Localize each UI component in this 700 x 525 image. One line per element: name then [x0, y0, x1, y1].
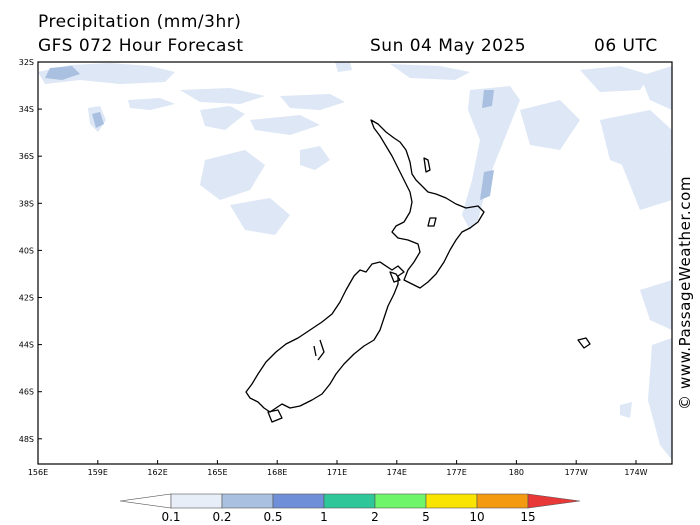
- lon-label: 174E: [387, 468, 407, 477]
- lon-label: 156E: [28, 468, 48, 477]
- lon-label: 168E: [267, 468, 287, 477]
- legend-label: 15: [520, 510, 536, 524]
- legend-label: 0.2: [212, 510, 232, 524]
- forecast-time: 06 UTC: [594, 36, 658, 56]
- map-title: Precipitation (mm/3hr): [38, 12, 242, 32]
- legend-label: 2: [371, 510, 379, 524]
- legend-swatch: [221, 493, 274, 509]
- lon-label: 171E: [327, 468, 347, 477]
- latitude-axis: 32S 34S 36S 38S 40S 42S 44S 46S 48S: [19, 58, 42, 444]
- legend-swatch: [527, 493, 581, 509]
- map-frame: [37, 61, 673, 465]
- longitude-axis: 156E 159E 162E 165E 168E 171E 174E 177E 180 177W 1…: [28, 460, 648, 477]
- legend-swatch: [374, 493, 427, 509]
- legend-label: 10: [469, 510, 485, 524]
- legend-label: 0.1: [161, 510, 181, 524]
- lon-label: 177W: [565, 468, 588, 477]
- precip-legend: [119, 493, 581, 509]
- lon-label: 174W: [624, 468, 647, 477]
- lat-label: 32S: [19, 58, 34, 67]
- lat-label: 48S: [19, 435, 34, 444]
- legend-swatch: [323, 493, 376, 509]
- legend-swatch: [119, 493, 172, 509]
- lat-label: 42S: [19, 294, 34, 303]
- legend-label: 0.5: [263, 510, 283, 524]
- lon-label: 159E: [88, 468, 108, 477]
- lon-label: 177E: [446, 468, 466, 477]
- lat-label: 44S: [19, 341, 34, 350]
- lat-label: 46S: [19, 388, 34, 397]
- legend-swatch: [425, 493, 478, 509]
- legend-swatch: [476, 493, 529, 509]
- lat-label: 38S: [19, 199, 34, 208]
- lon-label: 180: [509, 468, 524, 477]
- lon-label: 162E: [147, 468, 167, 477]
- legend-label: 1: [320, 510, 328, 524]
- lat-label: 40S: [19, 246, 34, 255]
- coastline: [245, 119, 591, 423]
- lon-label: 165E: [207, 468, 227, 477]
- credit-text: © www.PassageWeather.com: [676, 175, 694, 410]
- legend-swatch: [170, 493, 223, 509]
- legend-label: 5: [422, 510, 430, 524]
- precip-shading: [38, 62, 672, 460]
- forecast-date: Sun 04 May 2025: [370, 36, 527, 56]
- lat-label: 36S: [19, 152, 34, 161]
- lat-label: 34S: [19, 105, 34, 114]
- forecast-label: GFS 072 Hour Forecast: [38, 36, 244, 56]
- legend-swatch: [272, 493, 325, 509]
